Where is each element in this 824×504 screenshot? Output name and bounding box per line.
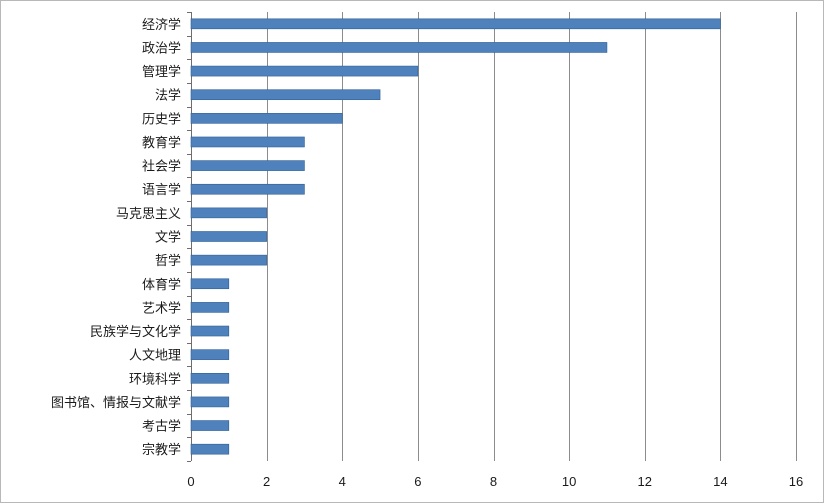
category-label: 政治学 — [142, 40, 181, 56]
category-label: 人文地理 — [129, 349, 181, 364]
bar-16 — [190, 372, 230, 384]
x-tick-label: 0 — [187, 474, 194, 489]
category-label: 图书馆、情报与文献学 — [51, 395, 181, 411]
x-tick-label: 4 — [339, 474, 346, 489]
category-label: 教育学 — [142, 135, 181, 151]
bar-3 — [190, 65, 419, 77]
bar-5 — [190, 113, 343, 124]
x-tick-label: 8 — [490, 474, 497, 489]
x-tick-label: 2 — [263, 474, 270, 489]
x-tick-label: 16 — [789, 474, 803, 489]
category-label: 历史学 — [142, 111, 181, 127]
category-label: 环境科学 — [129, 371, 181, 387]
x-tick-label: 12 — [638, 474, 652, 489]
bar-10 — [190, 231, 267, 242]
bar-2 — [190, 42, 608, 53]
bar-4 — [190, 89, 381, 101]
x-tick-label: 14 — [713, 474, 727, 489]
bar-17 — [190, 396, 230, 408]
x-tick-label: 6 — [414, 474, 421, 489]
category-label: 艺术学 — [142, 300, 181, 316]
category-label: 体育学 — [142, 277, 181, 293]
category-label: 社会学 — [142, 159, 181, 175]
category-label: 哲学 — [155, 253, 181, 269]
x-tick-label: 10 — [562, 474, 576, 489]
bar-6 — [190, 136, 305, 148]
bar-12 — [190, 278, 230, 290]
category-label: 经济学 — [142, 17, 181, 33]
category-label: 管理学 — [142, 64, 181, 80]
bar-18 — [190, 420, 230, 431]
category-label: 宗教学 — [142, 442, 181, 458]
category-label: 法学 — [155, 88, 181, 104]
bar-9 — [190, 207, 267, 219]
bar-8 — [190, 183, 305, 195]
category-label: 语言学 — [142, 182, 181, 198]
bar-19 — [190, 443, 230, 455]
category-label: 考古学 — [142, 419, 181, 435]
bar-15 — [190, 349, 230, 360]
bar-7 — [190, 160, 305, 171]
bar-11 — [190, 254, 267, 266]
category-label: 马克思主义 — [116, 207, 181, 222]
bar-13 — [190, 302, 230, 313]
category-label: 文学 — [155, 230, 181, 246]
category-label: 民族学与文化学 — [90, 324, 181, 340]
bar-1 — [190, 18, 721, 30]
bar-14 — [190, 325, 230, 337]
